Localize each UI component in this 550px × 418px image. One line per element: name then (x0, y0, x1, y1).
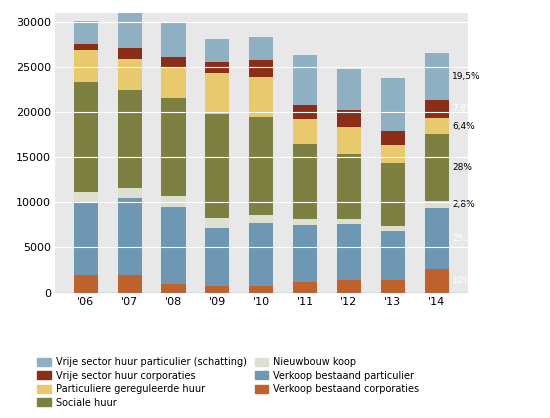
Bar (293, 282, 317, 293)
Bar (118, 198, 142, 275)
Text: 2,8%: 2,8% (452, 200, 475, 209)
Bar (162, 98, 185, 196)
Bar (337, 110, 361, 127)
Bar (205, 227, 229, 286)
Bar (205, 39, 229, 62)
Bar (205, 114, 229, 218)
Bar (162, 207, 185, 283)
Bar (205, 286, 229, 293)
Text: 25,3%: 25,3% (452, 234, 481, 243)
Text: 6,4%: 6,4% (452, 122, 475, 130)
Bar (381, 163, 405, 226)
Bar (162, 22, 185, 57)
Bar (249, 37, 273, 61)
Bar (293, 225, 317, 282)
Bar (162, 283, 185, 293)
Bar (425, 118, 449, 134)
Bar (74, 275, 98, 293)
Bar (118, 188, 142, 198)
Bar (118, 48, 142, 59)
Bar (162, 67, 185, 98)
Bar (249, 76, 273, 117)
Bar (425, 99, 449, 118)
Bar (74, 51, 98, 82)
Bar (118, 275, 142, 293)
Text: 28%: 28% (452, 163, 472, 172)
Legend: Vrije sector huur particulier (schatting), Vrije sector huur corporaties, Partic: Vrije sector huur particulier (schatting… (34, 354, 423, 411)
Bar (249, 61, 273, 76)
Bar (381, 131, 405, 145)
Bar (337, 69, 361, 110)
Bar (381, 231, 405, 280)
Text: 7,8%: 7,8% (452, 104, 475, 113)
Bar (249, 117, 273, 215)
Bar (425, 53, 449, 99)
Bar (337, 154, 361, 219)
Bar (205, 62, 229, 73)
Bar (74, 192, 98, 202)
Bar (118, 59, 142, 90)
Bar (337, 219, 361, 224)
Bar (381, 226, 405, 231)
Bar (425, 269, 449, 293)
Bar (249, 286, 273, 293)
Bar (381, 280, 405, 293)
Bar (293, 119, 317, 145)
Text: 19,5%: 19,5% (452, 71, 481, 81)
Bar (425, 208, 449, 269)
Bar (74, 20, 98, 44)
Bar (74, 44, 98, 51)
Bar (293, 219, 317, 225)
Bar (74, 202, 98, 275)
Bar (249, 215, 273, 223)
Bar (381, 145, 405, 163)
Bar (205, 73, 229, 114)
Bar (74, 82, 98, 192)
Bar (293, 104, 317, 119)
Bar (205, 218, 229, 227)
Bar (249, 223, 273, 286)
Bar (293, 55, 317, 104)
Bar (162, 196, 185, 207)
Bar (293, 145, 317, 219)
Bar (118, 90, 142, 188)
Bar (162, 57, 185, 67)
Bar (381, 78, 405, 131)
Bar (337, 224, 361, 280)
Bar (425, 201, 449, 208)
Bar (337, 280, 361, 293)
Bar (425, 134, 449, 201)
Bar (337, 127, 361, 154)
Text: 10%: 10% (452, 276, 472, 285)
Bar (118, 10, 142, 48)
